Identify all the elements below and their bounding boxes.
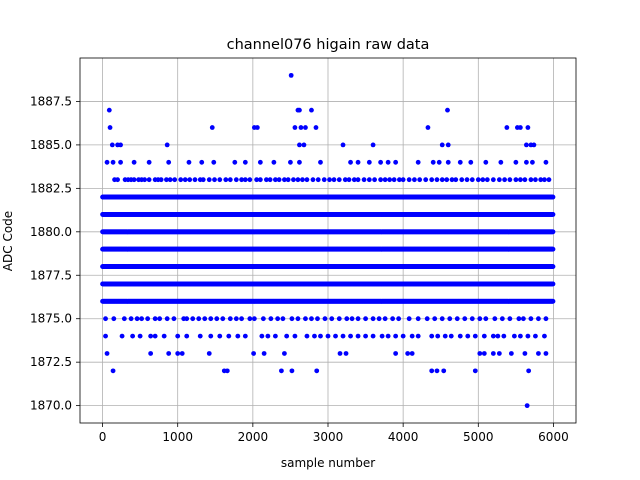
data-point bbox=[550, 264, 556, 269]
data-points bbox=[100, 72, 556, 409]
data-point bbox=[550, 246, 556, 252]
data-point bbox=[550, 281, 556, 287]
data-point bbox=[550, 298, 556, 304]
